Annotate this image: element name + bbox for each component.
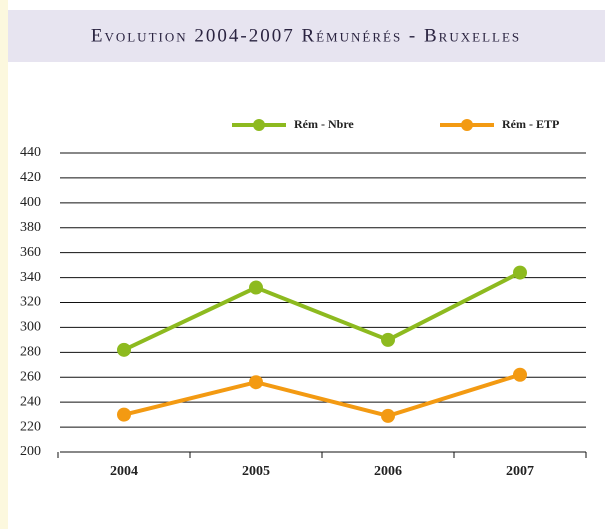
- x-tick-label: 2005: [242, 464, 270, 479]
- panel: [8, 0, 605, 529]
- y-tick-label: 200: [20, 444, 41, 459]
- y-tick-label: 240: [20, 394, 41, 409]
- y-tick-label: 340: [20, 270, 41, 285]
- series-line: [123, 270, 521, 352]
- series-line: [123, 372, 521, 418]
- x-tick-label: 2006: [374, 464, 402, 479]
- point: [249, 375, 263, 390]
- point: [381, 332, 395, 347]
- y-tick-label: 420: [20, 170, 41, 185]
- y-tick-label: 220: [20, 419, 41, 434]
- y-tick-label: 280: [20, 345, 41, 360]
- chart-title: Evolution 2004-2007 Rémunérés - Bruxelle…: [91, 25, 521, 46]
- y-tick-label: 380: [20, 220, 41, 235]
- legend-marker: [461, 119, 473, 131]
- legend-marker: [253, 119, 265, 131]
- point: [513, 265, 527, 280]
- x-tick-label: 2007: [506, 464, 534, 479]
- point: [117, 407, 131, 422]
- point: [249, 280, 263, 295]
- point: [381, 408, 395, 423]
- legend-label: Rém - ETP: [502, 117, 559, 131]
- y-tick-label: 440: [20, 145, 41, 160]
- point: [117, 342, 131, 357]
- y-tick-label: 400: [20, 195, 41, 210]
- legend-label: Rém - Nbre: [294, 117, 354, 131]
- point: [513, 367, 527, 382]
- title-band: [8, 10, 605, 62]
- x-tick-label: 2004: [110, 464, 138, 479]
- y-tick-label: 300: [20, 320, 41, 335]
- y-tick-label: 360: [20, 245, 41, 260]
- y-tick-label: 320: [20, 295, 41, 310]
- y-tick-label: 260: [20, 369, 41, 384]
